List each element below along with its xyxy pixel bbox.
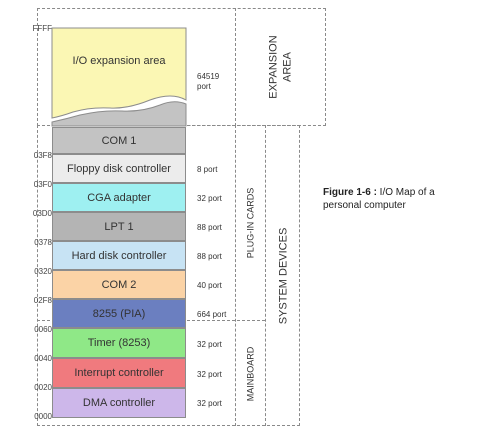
- segment-dma-controller: DMA controller: [52, 388, 186, 418]
- segment-com2: COM 2: [52, 270, 186, 299]
- address-02f8: 02F8: [33, 296, 52, 305]
- segment-8255-pia: 8255 (PIA): [52, 299, 186, 328]
- segment-cga-adapter: CGA adapter: [52, 183, 186, 212]
- segment-interrupt-controller: Interrupt controller: [52, 358, 186, 388]
- address-0020: 0020: [34, 383, 52, 392]
- address-0040: 0040: [34, 354, 52, 363]
- address-0320: 0320: [34, 267, 52, 276]
- port-cga: 32 port: [197, 194, 222, 203]
- mainboard-label: MAINBOARD: [245, 346, 256, 401]
- port-pia: 664 port: [197, 310, 227, 319]
- expansion-area-label-line1: EXPANSION: [268, 35, 280, 99]
- address-03f8: 03F8: [33, 151, 52, 160]
- port-expansion-unit: port: [197, 82, 211, 91]
- port-interrupt: 32 port: [197, 370, 222, 379]
- address-03d0: 03D0: [32, 209, 52, 218]
- segment-timer-8253: Timer (8253): [52, 328, 186, 358]
- system-devices-label: SYSTEM DEVICES: [277, 227, 290, 325]
- address-0378: 0378: [34, 238, 52, 247]
- plugin-cards-label: PLUG-IN CARDS: [245, 187, 256, 259]
- figure-caption: Figure 1-6 : I/O Map of a personal compu…: [323, 186, 473, 212]
- port-expansion-value: 64519: [197, 72, 220, 81]
- plugin-label-divider: [235, 125, 236, 426]
- address-ffff: FFFF: [32, 24, 52, 33]
- figure-caption-label: Figure 1-6 :: [323, 187, 377, 198]
- figure-caption-text: I/O Map of a personal computer: [323, 187, 435, 211]
- expansion-area-label-line2: AREA: [282, 52, 294, 82]
- segment-com1: COM 1: [52, 127, 186, 154]
- io-expansion-label: I/O expansion area: [72, 55, 166, 67]
- segment-lpt1: LPT 1: [52, 212, 186, 241]
- address-0060: 0060: [34, 325, 52, 334]
- port-dma: 32 port: [197, 399, 222, 408]
- expansion-area-label: EXPANSION AREA: [236, 8, 326, 126]
- address-03f0: 03F0: [33, 180, 52, 189]
- expansion-label-divider: [235, 8, 236, 126]
- port-com2: 40 port: [197, 281, 222, 290]
- system-label-divider: [265, 125, 266, 426]
- port-lpt1: 88 port: [197, 223, 222, 232]
- port-hdd: 88 port: [197, 252, 222, 261]
- address-0000: 0000: [34, 412, 52, 421]
- segment-floppy-disk-controller: Floppy disk controller: [52, 154, 186, 183]
- segment-hard-disk-controller: Hard disk controller: [52, 241, 186, 270]
- port-floppy: 8 port: [197, 165, 218, 174]
- port-timer: 32 port: [197, 340, 222, 349]
